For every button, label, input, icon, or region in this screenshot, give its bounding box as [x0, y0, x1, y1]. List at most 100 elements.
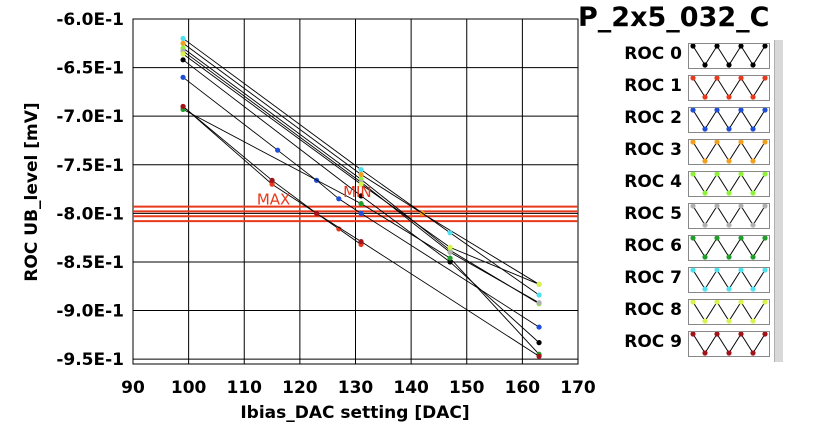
x-tick-label: 160: [505, 378, 541, 398]
data-point: [536, 292, 542, 298]
legend-swatch-graphic: [690, 299, 768, 324]
x-tick-label: 140: [393, 378, 429, 398]
data-point: [336, 196, 342, 202]
legend-swatch-graphic: [690, 331, 768, 356]
legend-swatch: [688, 203, 770, 229]
legend-swatch-marker: [726, 286, 732, 292]
legend-scrollbar[interactable]: [774, 40, 783, 362]
legend-swatch-marker: [726, 62, 732, 68]
legend-swatch-marker: [690, 267, 696, 273]
legend-swatch-marker: [726, 318, 732, 324]
legend-swatch-marker: [750, 318, 756, 324]
x-tick-label: 100: [171, 378, 207, 398]
legend-swatch-marker: [690, 107, 696, 113]
data-point: [447, 255, 453, 261]
legend-swatch-line: [692, 173, 766, 194]
x-tick-label: 170: [560, 378, 596, 398]
legend-swatch-line: [692, 205, 766, 226]
series-roc-9: [180, 103, 542, 359]
data-point: [336, 226, 342, 232]
legend-swatch-marker: [714, 171, 720, 177]
legend-item: ROC 3: [604, 136, 774, 166]
legend-swatch-marker: [690, 139, 696, 145]
legend-swatch-marker: [726, 190, 732, 196]
series-line: [182, 108, 540, 355]
data-point: [180, 51, 186, 57]
legend-swatch-marker: [702, 318, 708, 324]
data-point: [358, 201, 364, 207]
data-point: [358, 181, 364, 187]
y-tick-label: -9.0E-1: [56, 302, 124, 322]
legend-swatch-marker: [714, 235, 720, 241]
legend-item-label: ROC 7: [624, 268, 682, 288]
legend-swatch-marker: [738, 235, 744, 241]
y-axis-label: ROC UB_level [mV]: [22, 102, 42, 281]
legend-swatch-marker: [714, 43, 720, 49]
legend-swatch-marker: [750, 62, 756, 68]
annotation-min: MIN: [343, 183, 372, 201]
legend-swatch-marker: [738, 331, 744, 337]
legend-swatch-marker: [690, 235, 696, 241]
legend-item: ROC 8: [604, 296, 774, 326]
data-point: [358, 171, 364, 178]
legend-swatch-marker: [750, 94, 756, 100]
legend-swatch-marker: [690, 75, 696, 81]
y-axis-ticks: -6.0E-1 -6.5E-1 -7.0E-1 -7.5E-1 -8.0E-1 -8.5E…: [56, 10, 124, 370]
data-point: [536, 281, 542, 287]
legend-swatch-line: [692, 269, 766, 290]
legend-swatch-graphic: [690, 75, 768, 100]
legend-swatch-marker: [738, 43, 744, 49]
legend-swatch-line: [692, 141, 766, 162]
legend-swatch-marker: [762, 267, 768, 273]
grid-lines: [132, 18, 579, 364]
y-tick-label: -8.5E-1: [56, 253, 124, 273]
data-point: [275, 147, 281, 153]
x-tick-label: 130: [338, 378, 374, 398]
series-line: [182, 53, 540, 285]
data-point: [269, 177, 275, 183]
legend-swatch-marker: [726, 350, 732, 356]
legend-swatch-marker: [714, 299, 720, 305]
legend-swatch-graphic: [690, 267, 768, 292]
legend-swatch-marker: [762, 203, 768, 209]
legend-swatch-marker: [702, 350, 708, 356]
legend-item-label: ROC 9: [624, 332, 682, 352]
legend-swatch-marker: [738, 267, 744, 273]
legend-swatch-line: [692, 301, 766, 322]
legend-swatch-marker: [726, 126, 732, 132]
legend-swatch-marker: [762, 43, 768, 49]
legend-item-label: ROC 5: [624, 204, 682, 224]
legend-swatch-marker: [762, 75, 768, 81]
legend-swatch-graphic: [690, 107, 768, 132]
legend-swatch-marker: [726, 254, 732, 260]
legend-item: ROC 5: [604, 200, 774, 230]
legend-item-label: ROC 2: [624, 108, 682, 128]
series-line: [182, 76, 540, 328]
legend-item-label: ROC 3: [624, 140, 682, 160]
legend-item: ROC 2: [604, 104, 774, 134]
legend-item-label: ROC 4: [624, 172, 682, 192]
chart-title: P_2x5_032_C: [578, 2, 770, 33]
legend-swatch-marker: [750, 126, 756, 132]
legend-item-label: ROC 1: [624, 76, 682, 96]
data-point: [447, 249, 453, 255]
y-tick-label: -6.5E-1: [56, 59, 124, 79]
legend-swatch-marker: [702, 126, 708, 132]
legend-swatch-line: [692, 237, 766, 258]
y-tick-label: -7.5E-1: [56, 156, 124, 176]
legend-swatch-marker: [690, 43, 696, 49]
data-point: [536, 340, 542, 346]
legend-swatch-marker: [702, 190, 708, 196]
legend-swatch-marker: [750, 286, 756, 292]
legend-swatch-line: [692, 109, 766, 130]
legend-swatch-marker: [738, 299, 744, 305]
x-tick-label: 120: [282, 378, 318, 398]
legend-swatch-marker: [702, 222, 708, 228]
series-line: [182, 59, 540, 343]
legend: ROC 0 ROC 1 ROC 2 ROC 3 ROC 4 ROC 5 ROC 6 ROC 7…: [604, 40, 782, 362]
legend-swatch-line: [692, 333, 766, 354]
annotation-max: MAX: [257, 191, 290, 209]
y-tick-label: -8.0E-1: [56, 204, 124, 224]
legend-swatch-marker: [714, 107, 720, 113]
